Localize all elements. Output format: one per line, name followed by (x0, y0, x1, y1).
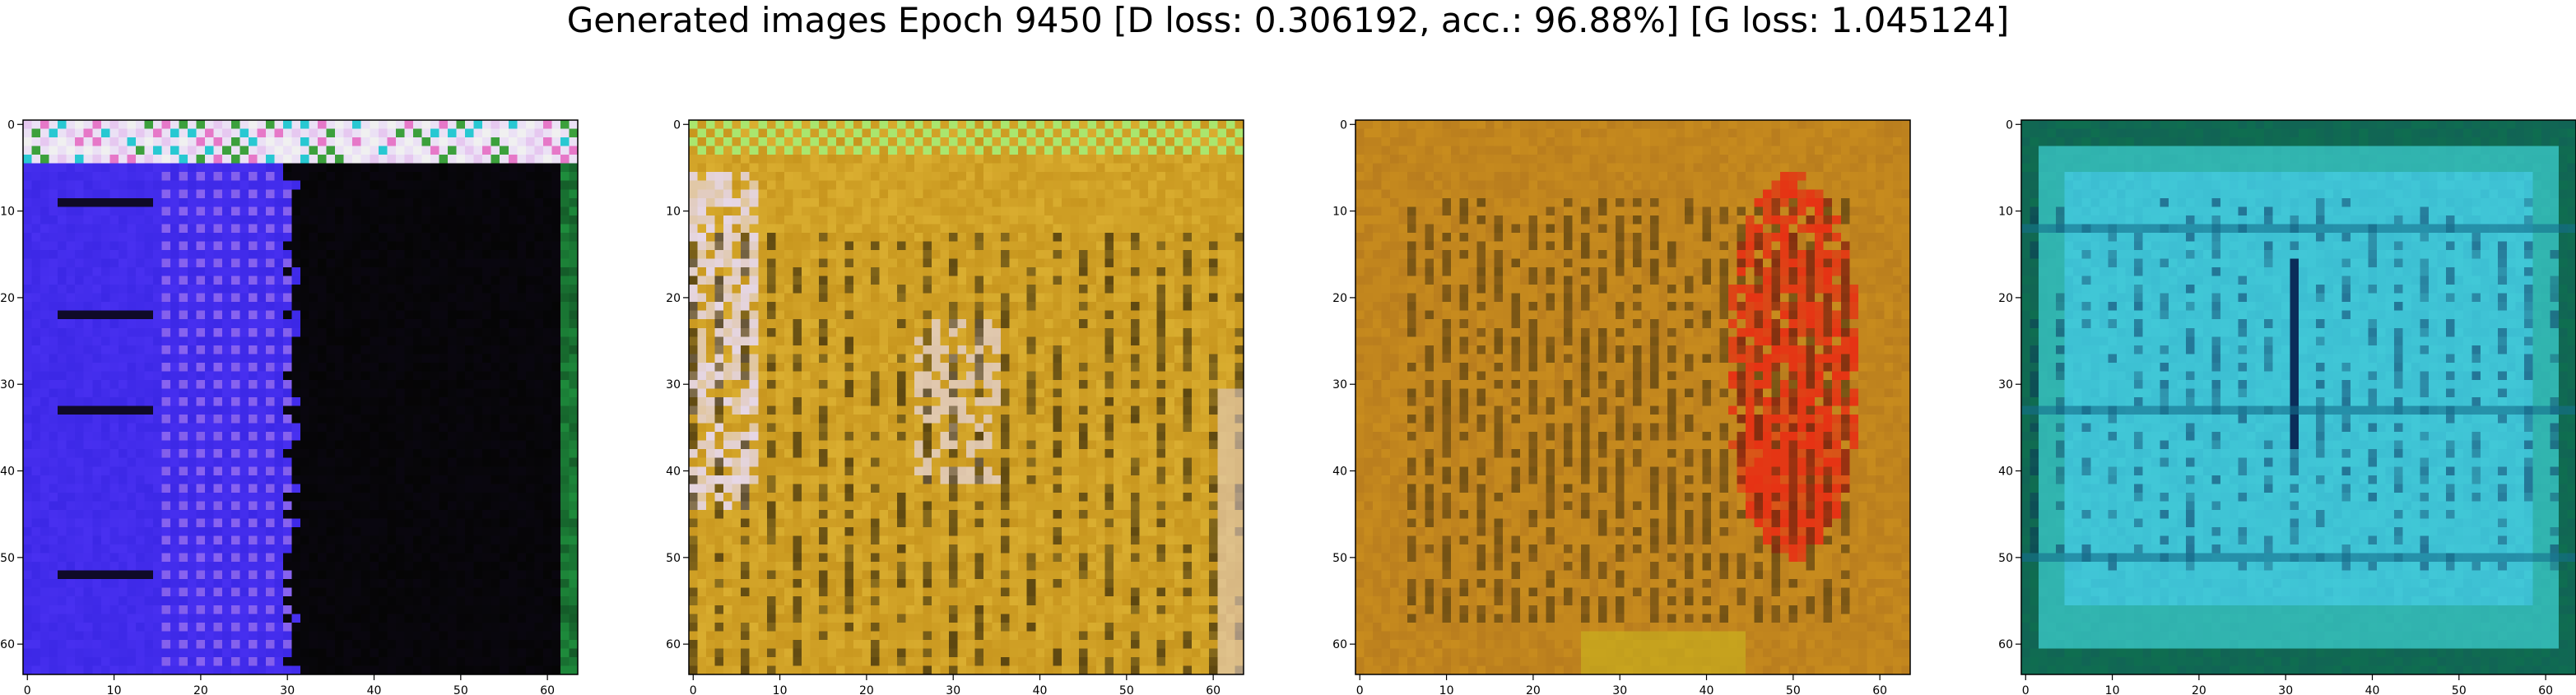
x-tick-label: 60 (2538, 684, 2553, 695)
figure-suptitle: Generated images Epoch 9450 [D loss: 0.3… (566, 0, 2010, 40)
x-tick-label: 0 (1356, 684, 1364, 695)
x-tick-label: 40 (2365, 684, 2380, 695)
y-tick-label: 30 (1998, 378, 2013, 392)
x-tick-label: 10 (107, 684, 122, 695)
x-tick-label: 10 (1439, 684, 1454, 695)
x-tick-label: 40 (367, 684, 382, 695)
x-tick-label: 20 (859, 684, 874, 695)
x-tick-label: 30 (280, 684, 295, 695)
axes-frame (2020, 119, 2576, 675)
x-tick-label: 10 (773, 684, 788, 695)
y-tick-label: 30 (0, 378, 15, 392)
x-tick-label: 50 (1119, 684, 1134, 695)
x-tick-label: 50 (1786, 684, 1801, 695)
x-tick-label: 0 (24, 684, 31, 695)
y-tick-label: 0 (673, 118, 681, 132)
y-tick-label: 0 (1340, 118, 1347, 132)
y-tick-label: 60 (0, 638, 15, 651)
y-tick-label: 0 (7, 118, 15, 132)
x-tick-label: 10 (2105, 684, 2120, 695)
x-tick-label: 50 (453, 684, 468, 695)
x-tick-label: 0 (690, 684, 697, 695)
y-tick-label: 40 (1998, 466, 2013, 479)
image-pixels-4 (2021, 120, 2576, 675)
y-tick-label: 20 (1998, 292, 2013, 305)
image-panel-2: 0 10 20 30 40 50 60 0 10 20 30 40 50 60 (666, 118, 1244, 695)
y-tick-label: 50 (0, 552, 15, 565)
y-tick-label: 40 (0, 466, 15, 479)
axes-frame (1355, 119, 1911, 675)
y-tick-label: 40 (666, 466, 681, 479)
x-tick-label: 30 (946, 684, 960, 695)
y-tick-label: 20 (1332, 292, 1347, 305)
y-tick-label: 0 (2006, 118, 2013, 132)
image-pixels-2 (689, 120, 1244, 675)
y-tick-label: 60 (1998, 638, 2013, 651)
x-tick-label: 20 (193, 684, 208, 695)
y-tick-label: 30 (666, 378, 681, 392)
y-tick-label: 40 (1332, 466, 1347, 479)
x-tick-label: 40 (1700, 684, 1714, 695)
image-panel-4: 0 10 20 30 40 50 60 0 10 20 30 40 50 60 (1998, 118, 2576, 695)
y-tick-label: 20 (0, 292, 15, 305)
y-tick-label: 30 (1332, 378, 1347, 392)
axes-frame (22, 119, 579, 675)
x-tick-label: 30 (2278, 684, 2293, 695)
x-tick-label: 0 (2022, 684, 2030, 695)
x-tick-label: 20 (2192, 684, 2206, 695)
x-tick-label: 30 (1612, 684, 1627, 695)
y-tick-label: 10 (0, 206, 15, 219)
y-tick-label: 20 (666, 292, 681, 305)
x-tick-label: 60 (1206, 684, 1221, 695)
x-tick-label: 20 (1526, 684, 1541, 695)
image-panel-3: 0 10 20 30 40 50 60 0 10 20 30 40 50 60 (1332, 118, 1911, 695)
x-tick-label: 60 (540, 684, 555, 695)
image-panel-1: 0 10 20 30 40 50 60 0 10 20 30 40 50 60 (0, 118, 579, 695)
x-tick-label: 60 (1872, 684, 1887, 695)
image-pixels-3 (1355, 120, 1911, 675)
y-tick-label: 60 (1332, 638, 1347, 651)
y-tick-label: 10 (666, 206, 681, 219)
y-tick-label: 60 (666, 638, 681, 651)
y-tick-label: 50 (666, 552, 681, 565)
x-tick-label: 50 (2452, 684, 2467, 695)
x-tick-label: 40 (1033, 684, 1048, 695)
y-tick-label: 50 (1998, 552, 2013, 565)
image-pixels-1 (23, 120, 579, 675)
y-tick-label: 10 (1332, 206, 1347, 219)
y-tick-label: 10 (1998, 206, 2013, 219)
axes-frame (688, 119, 1244, 675)
y-tick-label: 50 (1332, 552, 1347, 565)
